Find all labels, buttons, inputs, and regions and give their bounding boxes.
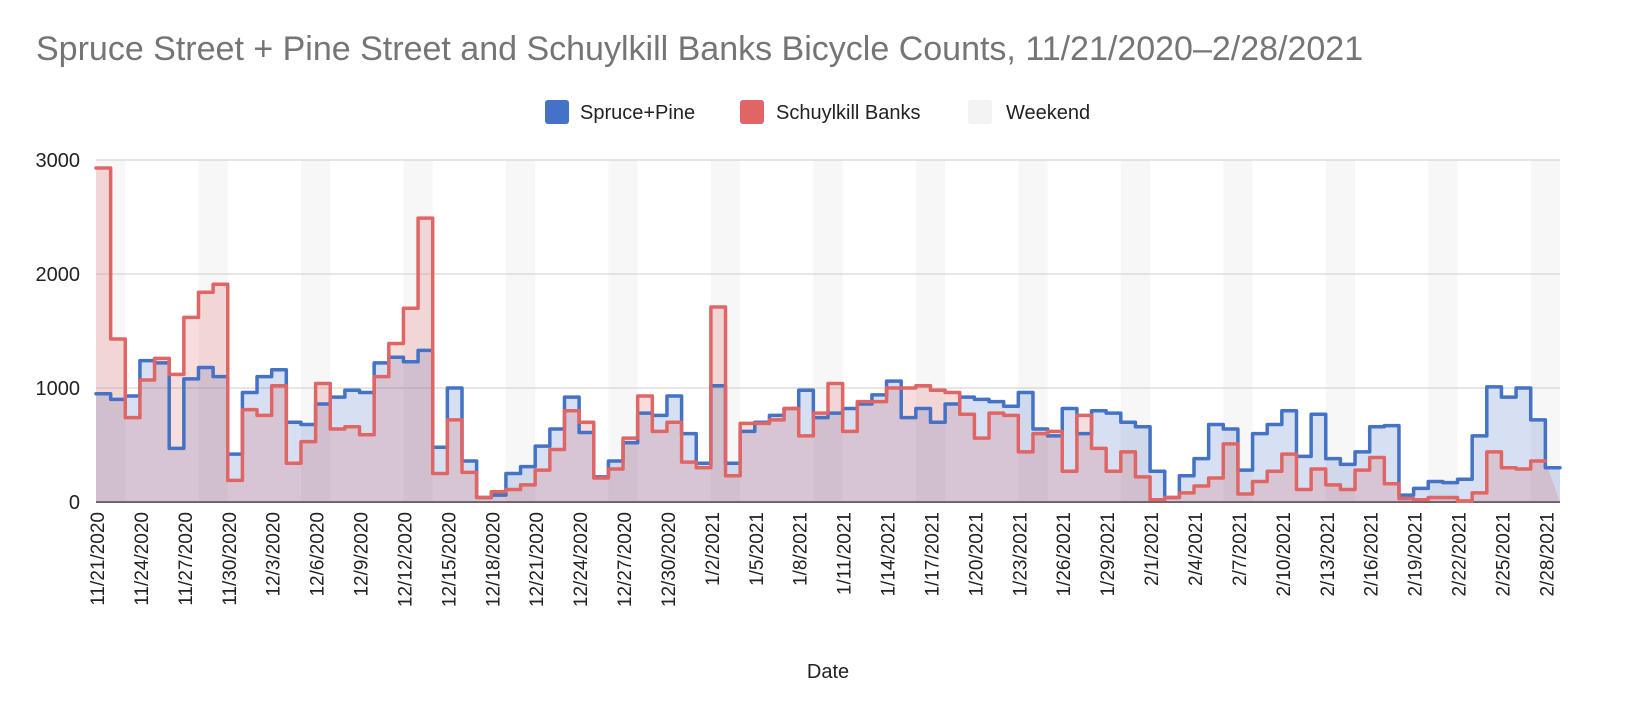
legend-label-schuylkill-banks: Schuylkill Banks — [776, 102, 921, 124]
x-tick-label-13: 12/30/2020 — [659, 512, 680, 607]
x-tick-label-28: 2/13/2021 — [1318, 512, 1339, 597]
legend-swatch-spruce-pine — [545, 100, 569, 124]
legend-label-spruce-pine: Spruce+Pine — [580, 102, 695, 124]
x-tick-label-25: 2/4/2021 — [1186, 512, 1207, 586]
x-tick-label-30: 2/19/2021 — [1406, 512, 1427, 597]
weekend-band-2 — [300, 160, 331, 502]
x-axis-label: Date — [807, 661, 849, 683]
x-tick-label-23: 1/29/2021 — [1098, 512, 1119, 597]
x-tick-label-12: 12/27/2020 — [615, 512, 636, 607]
series-line-1 — [94, 166, 1548, 503]
weekend-band-4 — [505, 160, 536, 502]
x-tick-label-16: 1/8/2021 — [791, 512, 812, 586]
x-tick-label-7: 12/12/2020 — [395, 512, 416, 607]
x-tick-label-15: 1/5/2021 — [747, 512, 768, 586]
x-tick-label-29: 2/16/2021 — [1362, 512, 1383, 597]
series-lines — [94, 166, 1562, 503]
x-tick-label-10: 12/21/2020 — [527, 512, 548, 607]
y-tick-label-1000: 1000 — [36, 378, 81, 400]
weekend-band-7 — [813, 160, 843, 502]
weekend-band-12 — [1325, 160, 1356, 502]
x-tick-label-14: 1/2/2021 — [703, 512, 724, 586]
legend-label-weekend: Weekend — [1006, 102, 1090, 124]
y-axis-ticks: 0 1000 2000 3000 — [36, 150, 81, 514]
x-tick-label-27: 2/10/2021 — [1274, 512, 1295, 597]
y-tick-label-3000: 3000 — [36, 150, 81, 172]
x-tick-label-26: 2/7/2021 — [1230, 512, 1251, 586]
x-tick-label-4: 12/3/2020 — [264, 512, 285, 597]
x-tick-label-2: 11/27/2020 — [176, 512, 197, 606]
weekend-band-8 — [915, 160, 946, 502]
x-tick-label-0: 11/21/2020 — [88, 512, 109, 606]
x-tick-label-18: 1/14/2021 — [879, 512, 900, 597]
x-tick-label-33: 2/28/2021 — [1537, 512, 1558, 597]
x-tick-label-17: 1/11/2021 — [835, 512, 856, 595]
x-tick-label-20: 1/20/2021 — [966, 512, 987, 597]
x-axis-ticks: 11/21/2020 11/24/2020 11/27/2020 11/30/2020… — [88, 512, 1558, 607]
x-tick-label-32: 2/25/2021 — [1493, 512, 1514, 597]
x-tick-label-19: 1/17/2021 — [922, 512, 943, 597]
x-tick-label-5: 12/6/2020 — [308, 512, 329, 597]
weekend-band-13 — [1428, 160, 1458, 502]
legend-swatch-weekend — [968, 100, 992, 124]
weekend-band-10 — [1120, 160, 1151, 502]
x-tick-label-24: 2/1/2021 — [1142, 512, 1163, 586]
series-line-0 — [94, 348, 1562, 500]
x-tick-label-11: 12/24/2020 — [571, 512, 592, 607]
x-tick-label-6: 12/9/2020 — [352, 512, 373, 597]
x-tick-label-21: 1/23/2021 — [1010, 512, 1031, 597]
y-tick-label-2000: 2000 — [36, 264, 81, 286]
y-tick-label-0: 0 — [69, 492, 80, 514]
weekend-band-1 — [198, 160, 228, 502]
x-tick-label-8: 12/15/2020 — [439, 512, 460, 607]
chart-title: Spruce Street + Pine Street and Schuylki… — [36, 30, 1364, 68]
x-tick-label-22: 1/26/2021 — [1054, 512, 1075, 597]
x-tick-label-9: 12/18/2020 — [483, 512, 504, 607]
x-tick-label-3: 11/30/2020 — [220, 512, 241, 606]
x-tick-label-31: 2/22/2021 — [1450, 512, 1471, 597]
x-tick-label-1: 11/24/2020 — [132, 512, 153, 606]
legend: Spruce+Pine Schuylkill Banks Weekend — [545, 100, 1090, 124]
legend-swatch-schuylkill-banks — [740, 100, 764, 124]
